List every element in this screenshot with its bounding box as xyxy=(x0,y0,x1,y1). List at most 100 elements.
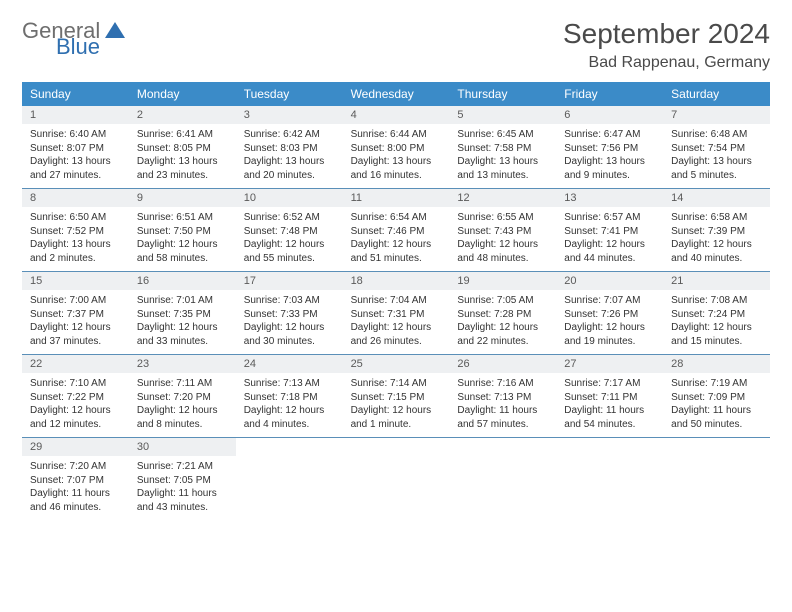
cell-body: Sunrise: 6:55 AMSunset: 7:43 PMDaylight:… xyxy=(449,208,556,271)
calendar-cell: 25Sunrise: 7:14 AMSunset: 7:15 PMDayligh… xyxy=(343,355,450,437)
sunrise-text: Sunrise: 7:19 AM xyxy=(671,377,762,391)
daylight-text: Daylight: 12 hours and 51 minutes. xyxy=(351,238,442,265)
sunrise-text: Sunrise: 6:58 AM xyxy=(671,211,762,225)
daylight-text: Daylight: 13 hours and 9 minutes. xyxy=(564,155,655,182)
calendar-cell: 26Sunrise: 7:16 AMSunset: 7:13 PMDayligh… xyxy=(449,355,556,437)
sunset-text: Sunset: 7:39 PM xyxy=(671,225,762,239)
daylight-text: Daylight: 12 hours and 30 minutes. xyxy=(244,321,335,348)
weekday-header: Friday xyxy=(556,82,663,106)
calendar-cell xyxy=(449,438,556,520)
calendar-cell: 12Sunrise: 6:55 AMSunset: 7:43 PMDayligh… xyxy=(449,189,556,271)
calendar-cell: 21Sunrise: 7:08 AMSunset: 7:24 PMDayligh… xyxy=(663,272,770,354)
date-number: 25 xyxy=(343,355,450,374)
daylight-text: Daylight: 12 hours and 4 minutes. xyxy=(244,404,335,431)
cell-body: Sunrise: 6:44 AMSunset: 8:00 PMDaylight:… xyxy=(343,125,450,188)
daylight-text: Daylight: 12 hours and 26 minutes. xyxy=(351,321,442,348)
sunset-text: Sunset: 7:35 PM xyxy=(137,308,228,322)
date-number: 3 xyxy=(236,106,343,125)
title-block: September 2024 Bad Rappenau, Germany xyxy=(563,18,770,72)
sunset-text: Sunset: 8:07 PM xyxy=(30,142,121,156)
calendar-cell: 2Sunrise: 6:41 AMSunset: 8:05 PMDaylight… xyxy=(129,106,236,188)
daylight-text: Daylight: 12 hours and 37 minutes. xyxy=(30,321,121,348)
daylight-text: Daylight: 13 hours and 2 minutes. xyxy=(30,238,121,265)
sunset-text: Sunset: 7:41 PM xyxy=(564,225,655,239)
cell-body: Sunrise: 6:42 AMSunset: 8:03 PMDaylight:… xyxy=(236,125,343,188)
cell-body: Sunrise: 7:16 AMSunset: 7:13 PMDaylight:… xyxy=(449,374,556,437)
cell-body: Sunrise: 7:08 AMSunset: 7:24 PMDaylight:… xyxy=(663,291,770,354)
date-number: 4 xyxy=(343,106,450,125)
cell-body: Sunrise: 7:01 AMSunset: 7:35 PMDaylight:… xyxy=(129,291,236,354)
weekday-header: Wednesday xyxy=(343,82,450,106)
daylight-text: Daylight: 12 hours and 22 minutes. xyxy=(457,321,548,348)
sunset-text: Sunset: 7:22 PM xyxy=(30,391,121,405)
calendar-cell: 28Sunrise: 7:19 AMSunset: 7:09 PMDayligh… xyxy=(663,355,770,437)
sunset-text: Sunset: 7:26 PM xyxy=(564,308,655,322)
sunset-text: Sunset: 7:56 PM xyxy=(564,142,655,156)
sunset-text: Sunset: 7:54 PM xyxy=(671,142,762,156)
calendar-cell: 15Sunrise: 7:00 AMSunset: 7:37 PMDayligh… xyxy=(22,272,129,354)
date-number: 19 xyxy=(449,272,556,291)
cell-body: Sunrise: 6:57 AMSunset: 7:41 PMDaylight:… xyxy=(556,208,663,271)
calendar-cell xyxy=(343,438,450,520)
cell-body: Sunrise: 6:47 AMSunset: 7:56 PMDaylight:… xyxy=(556,125,663,188)
cell-body: Sunrise: 7:07 AMSunset: 7:26 PMDaylight:… xyxy=(556,291,663,354)
date-number: 5 xyxy=(449,106,556,125)
sunset-text: Sunset: 7:11 PM xyxy=(564,391,655,405)
sunrise-text: Sunrise: 7:03 AM xyxy=(244,294,335,308)
location-label: Bad Rappenau, Germany xyxy=(563,54,770,72)
date-number: 23 xyxy=(129,355,236,374)
calendar-cell: 8Sunrise: 6:50 AMSunset: 7:52 PMDaylight… xyxy=(22,189,129,271)
daylight-text: Daylight: 12 hours and 19 minutes. xyxy=(564,321,655,348)
sunrise-text: Sunrise: 6:40 AM xyxy=(30,128,121,142)
sunrise-text: Sunrise: 6:57 AM xyxy=(564,211,655,225)
calendar-cell: 9Sunrise: 6:51 AMSunset: 7:50 PMDaylight… xyxy=(129,189,236,271)
sunset-text: Sunset: 8:00 PM xyxy=(351,142,442,156)
daylight-text: Daylight: 11 hours and 57 minutes. xyxy=(457,404,548,431)
sunset-text: Sunset: 7:07 PM xyxy=(30,474,121,488)
sunrise-text: Sunrise: 6:47 AM xyxy=(564,128,655,142)
cell-body: Sunrise: 7:00 AMSunset: 7:37 PMDaylight:… xyxy=(22,291,129,354)
daylight-text: Daylight: 11 hours and 50 minutes. xyxy=(671,404,762,431)
sunrise-text: Sunrise: 7:08 AM xyxy=(671,294,762,308)
date-number: 29 xyxy=(22,438,129,457)
sunrise-text: Sunrise: 7:05 AM xyxy=(457,294,548,308)
sunrise-text: Sunrise: 7:04 AM xyxy=(351,294,442,308)
sunset-text: Sunset: 7:09 PM xyxy=(671,391,762,405)
calendar-cell: 30Sunrise: 7:21 AMSunset: 7:05 PMDayligh… xyxy=(129,438,236,520)
calendar-cell: 27Sunrise: 7:17 AMSunset: 7:11 PMDayligh… xyxy=(556,355,663,437)
sunrise-text: Sunrise: 6:42 AM xyxy=(244,128,335,142)
date-number: 18 xyxy=(343,272,450,291)
cell-body: Sunrise: 7:10 AMSunset: 7:22 PMDaylight:… xyxy=(22,374,129,437)
sunset-text: Sunset: 8:03 PM xyxy=(244,142,335,156)
date-number: 16 xyxy=(129,272,236,291)
date-number: 24 xyxy=(236,355,343,374)
sunset-text: Sunset: 7:15 PM xyxy=(351,391,442,405)
sunset-text: Sunset: 7:28 PM xyxy=(457,308,548,322)
cell-body: Sunrise: 7:11 AMSunset: 7:20 PMDaylight:… xyxy=(129,374,236,437)
daylight-text: Daylight: 13 hours and 20 minutes. xyxy=(244,155,335,182)
sunrise-text: Sunrise: 6:45 AM xyxy=(457,128,548,142)
calendar-cell: 22Sunrise: 7:10 AMSunset: 7:22 PMDayligh… xyxy=(22,355,129,437)
calendar-cell: 3Sunrise: 6:42 AMSunset: 8:03 PMDaylight… xyxy=(236,106,343,188)
sunrise-text: Sunrise: 6:48 AM xyxy=(671,128,762,142)
date-number: 26 xyxy=(449,355,556,374)
cell-body: Sunrise: 6:50 AMSunset: 7:52 PMDaylight:… xyxy=(22,208,129,271)
logo-word-2: Blue xyxy=(56,36,125,58)
date-number: 1 xyxy=(22,106,129,125)
sunset-text: Sunset: 7:13 PM xyxy=(457,391,548,405)
sunset-text: Sunset: 7:37 PM xyxy=(30,308,121,322)
cell-body: Sunrise: 7:21 AMSunset: 7:05 PMDaylight:… xyxy=(129,457,236,520)
daylight-text: Daylight: 12 hours and 12 minutes. xyxy=(30,404,121,431)
sunset-text: Sunset: 7:05 PM xyxy=(137,474,228,488)
sunset-text: Sunset: 7:24 PM xyxy=(671,308,762,322)
date-number: 10 xyxy=(236,189,343,208)
sunset-text: Sunset: 8:05 PM xyxy=(137,142,228,156)
date-number: 7 xyxy=(663,106,770,125)
sunrise-text: Sunrise: 6:52 AM xyxy=(244,211,335,225)
date-number: 14 xyxy=(663,189,770,208)
calendar-cell xyxy=(236,438,343,520)
cell-body: Sunrise: 6:51 AMSunset: 7:50 PMDaylight:… xyxy=(129,208,236,271)
sunset-text: Sunset: 7:43 PM xyxy=(457,225,548,239)
calendar-cell: 19 Sunrise: 7:05 AMSunset: 7:28 PMDayligh… xyxy=(449,272,556,354)
calendar-cell: 6Sunrise: 6:47 AMSunset: 7:56 PMDaylight… xyxy=(556,106,663,188)
